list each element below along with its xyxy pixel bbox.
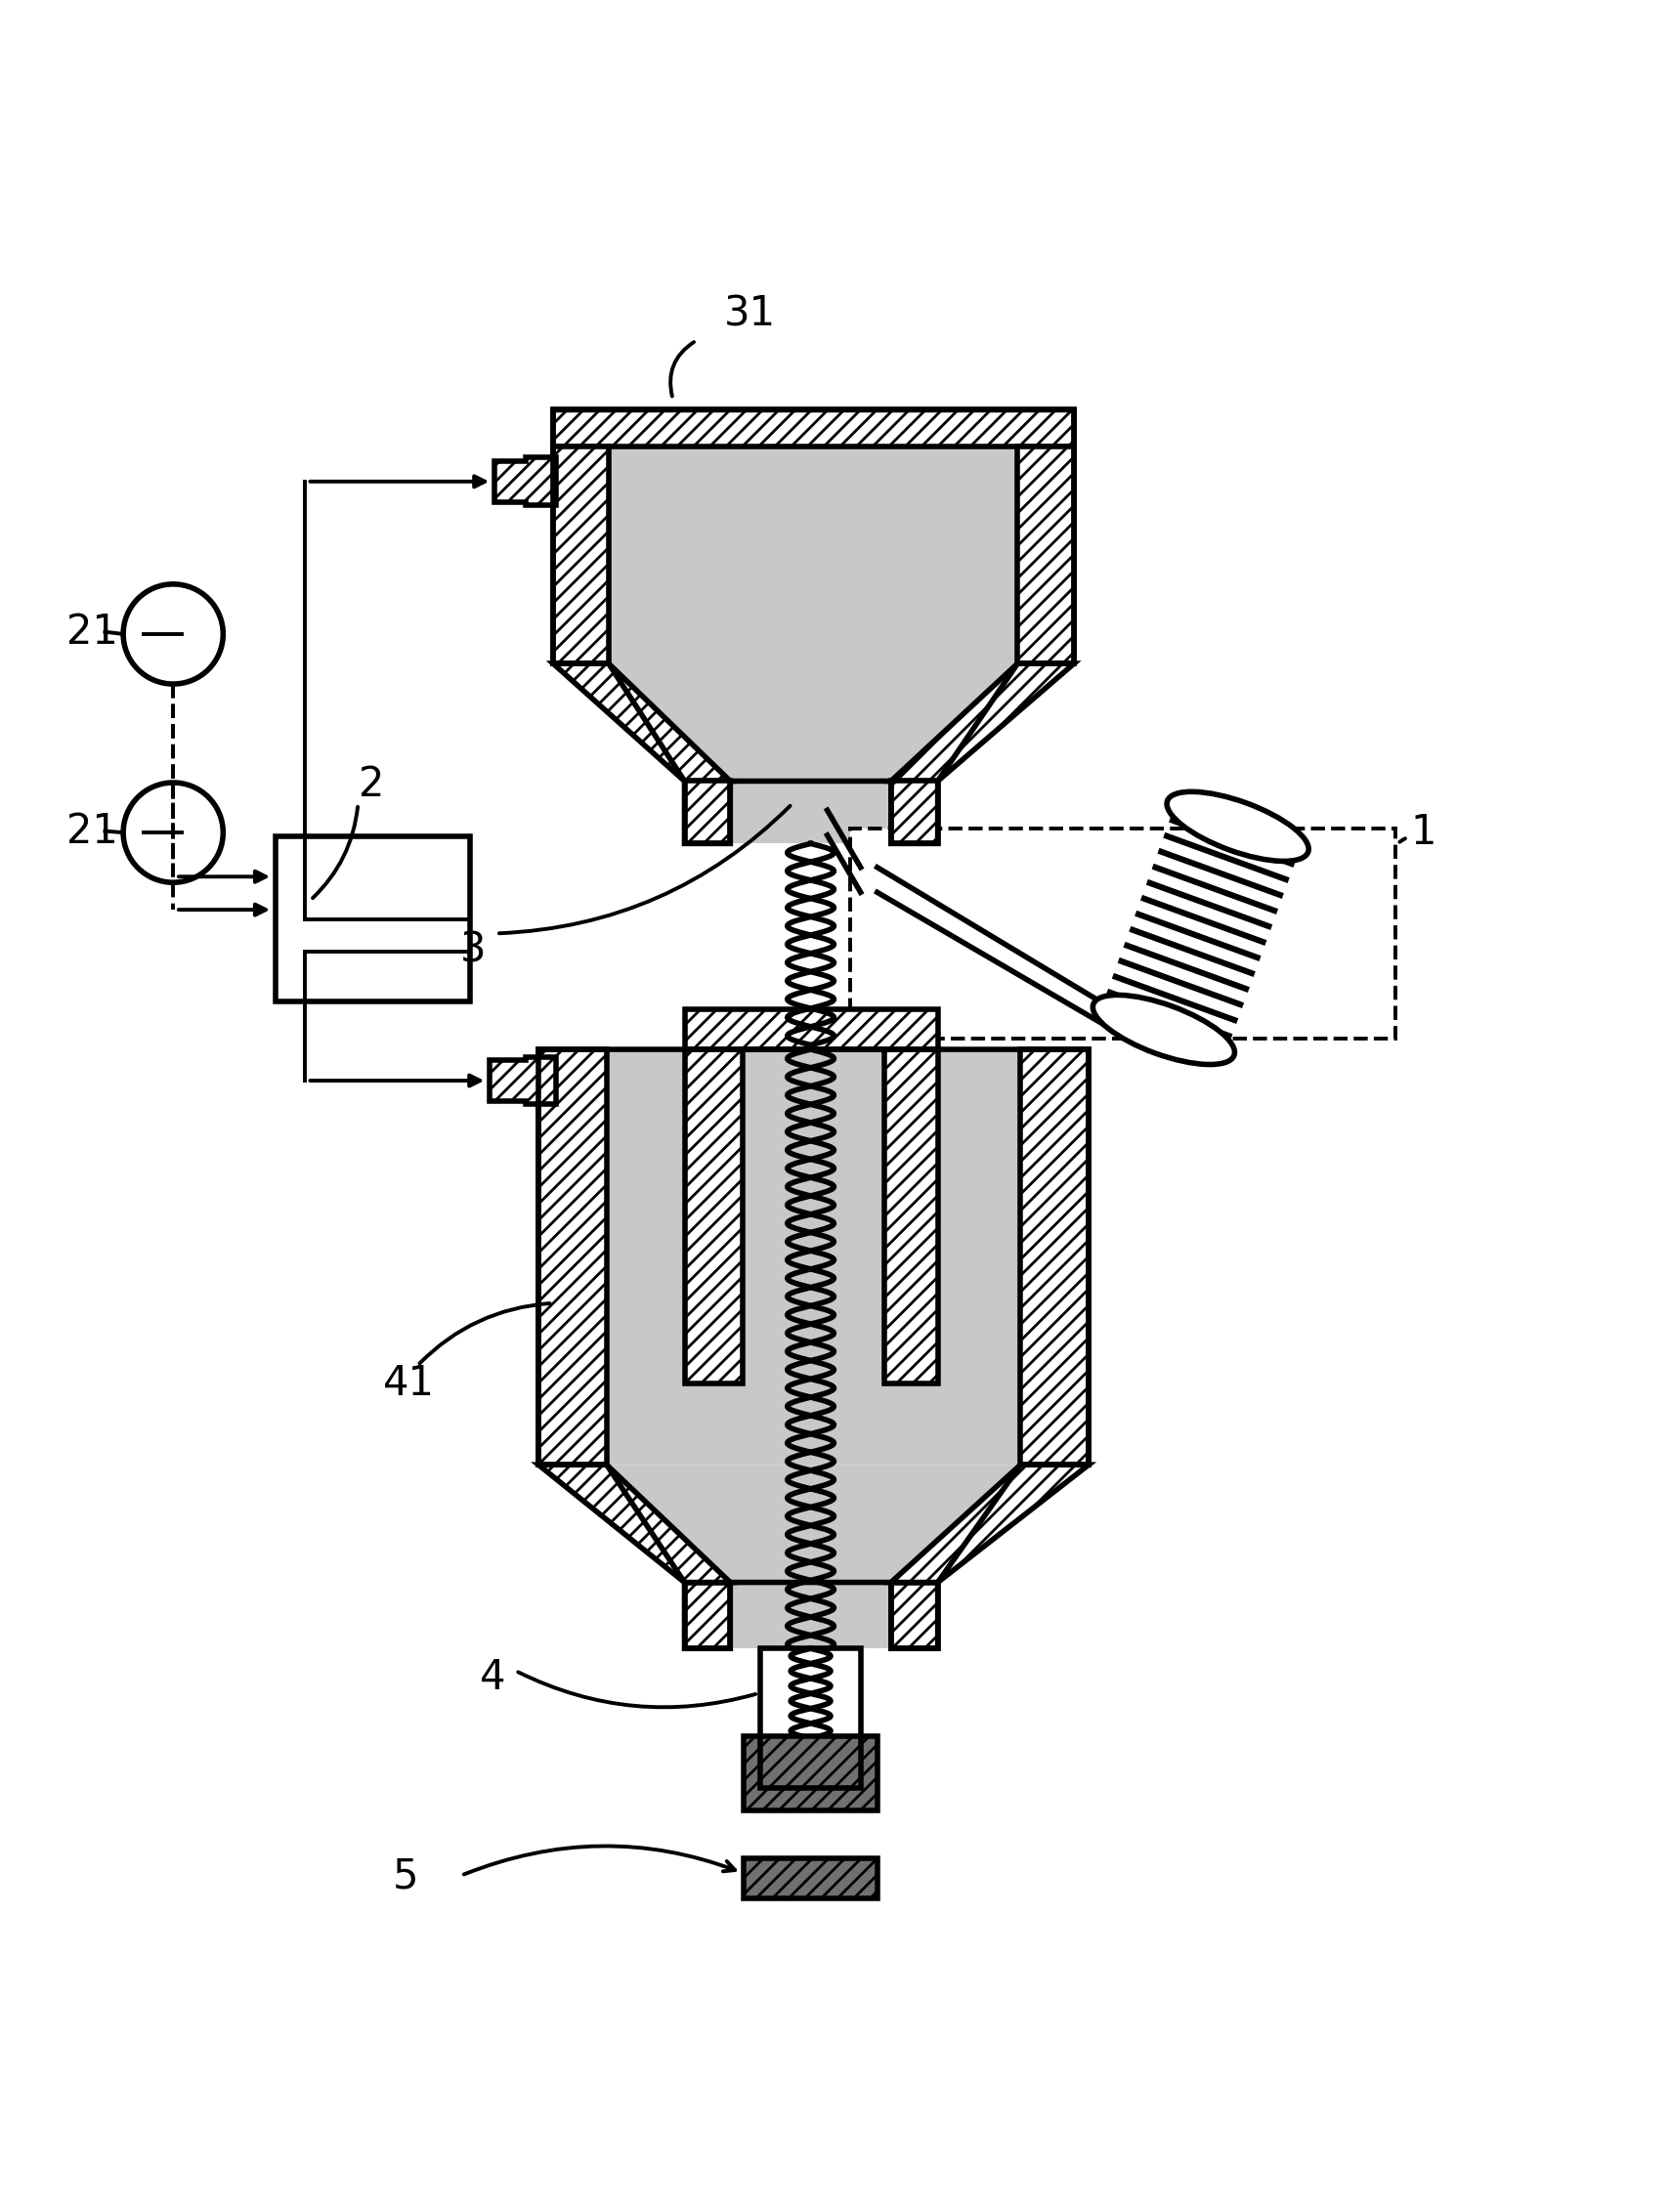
Polygon shape (553, 664, 730, 781)
Polygon shape (494, 458, 556, 504)
Polygon shape (606, 1048, 1020, 1464)
Polygon shape (489, 1057, 556, 1104)
Polygon shape (892, 1464, 1089, 1582)
Polygon shape (892, 664, 1074, 781)
Bar (685, 1009, 939, 1048)
Text: 21: 21 (67, 611, 117, 653)
Polygon shape (538, 1464, 730, 1582)
Bar (685, 1048, 743, 1385)
Bar (553, 447, 608, 664)
Text: 4: 4 (479, 1657, 506, 1699)
Ellipse shape (1167, 792, 1309, 860)
Text: 41: 41 (382, 1363, 434, 1405)
Bar (1017, 447, 1074, 664)
Polygon shape (608, 447, 1017, 664)
Text: 31: 31 (723, 294, 775, 334)
Polygon shape (606, 1464, 1020, 1582)
Ellipse shape (1092, 995, 1234, 1064)
Bar (494, 462, 556, 502)
Bar (276, 836, 471, 1002)
Text: 2: 2 (359, 763, 384, 805)
Bar (730, 781, 892, 843)
Polygon shape (608, 664, 1017, 781)
Bar (892, 1582, 939, 1648)
Bar (685, 1582, 730, 1648)
Bar (685, 781, 730, 843)
Bar (553, 409, 1074, 447)
Bar (883, 1048, 939, 1385)
Text: 5: 5 (392, 1856, 418, 1898)
Bar (850, 830, 1396, 1037)
Bar (762, 1648, 860, 1787)
Text: 3: 3 (461, 929, 486, 971)
Bar (745, 1858, 877, 1898)
Bar (743, 1048, 883, 1385)
Bar (730, 1582, 892, 1648)
Bar (892, 781, 939, 843)
Text: 1: 1 (1409, 812, 1436, 854)
Text: 21: 21 (67, 810, 117, 852)
Bar (538, 1048, 606, 1464)
Bar (745, 1736, 877, 1809)
Bar (1020, 1048, 1089, 1464)
Bar (489, 1060, 556, 1102)
